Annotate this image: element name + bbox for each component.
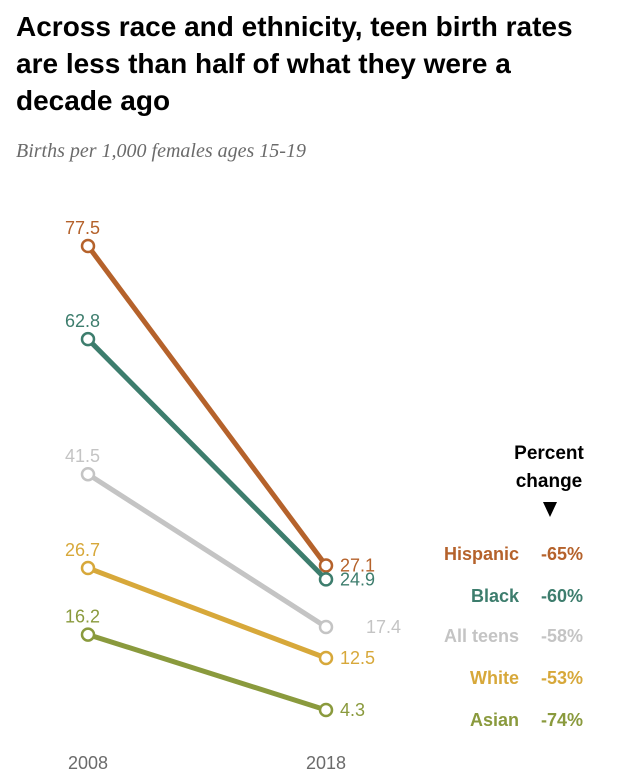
value-label-all-teens-2018: 17.4 — [366, 617, 401, 637]
percent-change-hispanic: -65% — [541, 544, 583, 564]
value-label-white-2018: 12.5 — [340, 648, 375, 668]
series-line-asian — [87, 632, 327, 713]
x-axis-ticks: 2008 2018 — [68, 753, 346, 773]
value-label-white-2008: 26.7 — [65, 540, 100, 560]
value-label-black-2008: 62.8 — [65, 311, 100, 331]
chart-subtitle: Births per 1,000 females ages 15-19 — [16, 140, 306, 162]
data-point-white-2018 — [318, 650, 334, 666]
percent-change-asian: -74% — [541, 710, 583, 730]
series-lines — [85, 244, 329, 713]
legend-header-line1: Percent — [514, 443, 584, 464]
series-line-black — [86, 337, 328, 582]
value-label-hispanic-2018: 27.1 — [340, 555, 375, 575]
legend: Percent change Hispanic -65% Black -60% All … — [444, 443, 585, 730]
legend-header-line2: change — [516, 471, 583, 492]
percent-change-black: -60% — [541, 586, 583, 606]
value-labels: 77.5 27.1 62.8 24.9 41.5 17.4 26.7 12.5 16.2 4.3 — [65, 218, 401, 720]
legend-name-white: White — [470, 668, 519, 688]
data-point-all-teens-2008 — [80, 466, 96, 482]
percent-change-white: -53% — [541, 668, 583, 688]
series-points — [80, 238, 334, 718]
chart-title: Across race and ethnicity, teen birth ra… — [16, 11, 573, 116]
series-line-hispanic — [85, 244, 329, 567]
data-point-hispanic-2008 — [80, 238, 96, 254]
data-point-hispanic-2018 — [318, 558, 334, 573]
data-point-white-2008 — [80, 560, 96, 576]
data-point-all-teens-2018 — [318, 619, 334, 635]
legend-name-hispanic: Hispanic — [444, 544, 519, 564]
data-point-black-2018 — [318, 572, 334, 587]
series-line-all-teens — [86, 472, 328, 630]
value-label-asian-2008: 16.2 — [65, 607, 100, 627]
legend-name-black: Black — [471, 586, 520, 606]
value-label-hispanic-2008: 77.5 — [65, 218, 100, 238]
legend-name-all-teens: All teens — [444, 626, 519, 646]
value-label-asian-2018: 4.3 — [340, 700, 365, 720]
percent-change-all-teens: -58% — [541, 626, 583, 646]
x-tick-2018: 2018 — [306, 753, 346, 773]
legend-name-asian: Asian — [470, 710, 519, 730]
series-line-white — [87, 565, 327, 661]
value-label-black-2018: 24.9 — [340, 569, 375, 589]
data-point-asian-2018 — [318, 702, 334, 718]
data-point-asian-2008 — [80, 627, 96, 642]
down-arrow-icon — [543, 502, 557, 517]
data-point-black-2008 — [80, 331, 96, 347]
value-label-all-teens-2008: 41.5 — [65, 446, 100, 466]
x-tick-2008: 2008 — [68, 753, 108, 773]
